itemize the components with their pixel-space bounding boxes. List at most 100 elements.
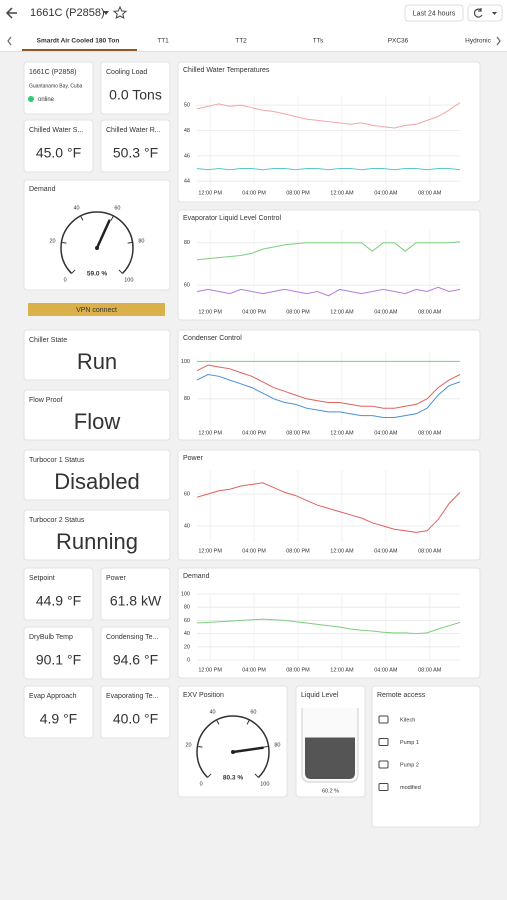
remote-item-icon[interactable] [378,738,389,746]
gauge-tick-label: 40 [74,205,80,211]
device-name: 1661C (P2858) [29,69,76,76]
remote-item[interactable]: modified [400,785,421,791]
refresh-button[interactable] [467,4,503,22]
gauge-tick [118,269,123,274]
gauge-card [23,179,171,291]
gauge-tick [246,719,250,725]
gauge-title: Demand [29,186,56,193]
time-range-button[interactable] [404,4,464,22]
device-status: online [38,97,55,103]
tile-label: Chilled Water S... [29,127,83,134]
tile-card [23,389,171,441]
status-dot [28,96,34,102]
device-card [23,61,94,115]
tile-label: Flow Proof [29,397,63,404]
remote-item[interactable]: Pump 1 [400,740,419,746]
tile-value: 50.3 °F [113,145,158,161]
x-tick-label: 12:00 AM [330,190,354,196]
line-series [196,482,461,533]
remote-item-icon[interactable] [378,715,389,724]
tab[interactable]: Hydronic [465,38,491,45]
chart-card [177,61,481,203]
gauge-needle [231,746,264,754]
tab[interactable]: Smardt Air Cooled 180 Ton [37,38,120,45]
remote-item[interactable]: Pump 2 [400,762,419,768]
x-tick-label: 04:00 AM [374,190,398,196]
vpn-button-label: VPN connect [76,307,117,314]
gauge-tick [197,745,203,748]
tile-label: DryBulb Temp [29,634,73,641]
x-tick-label: 08:00 AM [418,309,442,315]
favorite-icon[interactable] [112,5,128,19]
refresh-icon [473,8,483,18]
x-tick-label: 04:00 PM [242,548,266,554]
tile-card [100,567,171,621]
tile-value: 40.0 °F [113,711,158,727]
tile-card [100,685,171,739]
tile-label: Cooling Load [106,69,147,76]
gauge-tick-label: 80 [138,238,144,244]
x-tick-label: 08:00 PM [286,430,310,436]
x-tick-label: 04:00 AM [374,309,398,315]
dropdown-icon[interactable] [103,11,109,15]
chart-card [177,449,481,561]
x-tick-label: 08:00 AM [418,548,442,554]
gauge-tick [263,745,269,748]
x-tick-label: 08:00 AM [418,430,442,436]
remote-item[interactable]: Kitech [400,717,415,723]
tile-value: 0.0 Tons [109,87,162,103]
y-tick-label: 100 [181,359,190,365]
line-series [196,618,461,635]
tab[interactable]: TT2 [235,38,247,45]
page-title: 1661C (P2858) [30,7,105,19]
active-tab-indicator [22,49,137,51]
refresh-dropdown-icon [492,12,497,15]
remote-item-icon[interactable] [378,783,389,791]
tile-card [100,626,171,680]
x-tick-label: 04:00 AM [374,548,398,554]
y-tick-label: 60 [184,618,190,624]
chart-title: Chilled Water Temperatures [183,67,270,74]
tab[interactable]: PXC36 [388,38,409,45]
x-tick-label: 04:00 PM [242,430,266,436]
gauge-hub [95,246,99,250]
y-tick-label: 80 [184,396,190,402]
gauge-tick-label: 60 [250,709,256,715]
tile-value: Disabled [54,469,140,494]
gauge-card [177,685,288,798]
tile-card [23,119,94,173]
tab-scroll-right[interactable] [496,36,501,46]
x-tick-label: 12:00 PM [198,548,222,554]
gauge-value: 80.3 % [223,775,243,782]
gauge-tick [71,269,76,274]
chart-title: Power [183,455,204,462]
x-tick-label: 08:00 AM [418,667,442,673]
gauge-tick-label: 20 [185,742,191,748]
remote-item-icon[interactable] [378,760,389,769]
gauge-tick-label: 0 [200,781,203,787]
tile-label: Power [106,575,127,582]
tile-card [23,449,171,501]
tab-scroll-left[interactable] [7,36,12,46]
x-tick-label: 12:00 PM [198,190,222,196]
x-tick-label: 08:00 AM [418,190,442,196]
chart-card [177,329,481,441]
vpn-button[interactable] [28,303,165,316]
tab[interactable]: TT1 [157,38,169,45]
chart-title: Demand [183,573,210,580]
gauge-tick-label: 100 [124,277,133,283]
time-range-label: Last 24 hours [413,10,456,17]
back-icon[interactable] [5,7,17,19]
y-tick-label: 44 [184,179,190,185]
y-tick-label: 80 [184,240,190,246]
tile-label: Evaporating Te... [106,693,158,700]
x-tick-label: 04:00 AM [374,430,398,436]
tab[interactable]: TTs [313,38,324,45]
x-tick-label: 04:00 PM [242,667,266,673]
x-tick-label: 12:00 AM [330,548,354,554]
line-series [196,241,461,261]
x-tick-label: 12:00 PM [198,309,222,315]
tile-label: Turbocor 2 Status [29,517,85,524]
tile-value: Running [56,529,138,554]
liquid-level-value: 60.2 % [322,788,339,794]
